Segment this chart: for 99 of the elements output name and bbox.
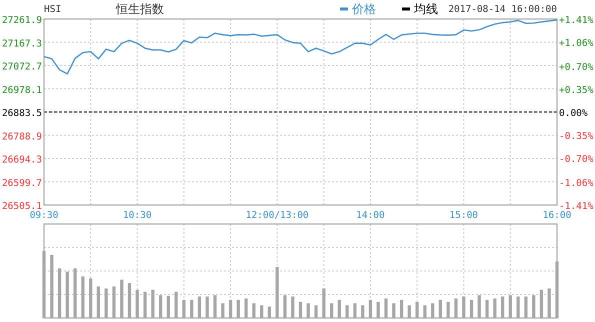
bar [548,288,551,318]
y2-tick-label: -0.70% [559,154,594,166]
legend-label: 均线 [413,2,438,16]
bar [276,266,279,318]
bar [415,302,419,318]
bar [128,283,132,318]
y-tick-label: 26788.9 [2,131,42,142]
bar [112,286,116,318]
x-tick-label: 14:00 [356,210,386,221]
bar [555,262,559,318]
bar [454,298,458,318]
bar [236,300,240,318]
y-tick-label: 26599.7 [2,178,42,189]
bar [58,268,62,318]
bar [190,300,194,318]
bar [368,300,372,318]
bar [361,305,364,318]
bar [166,296,170,318]
bar [174,292,178,318]
bar [291,296,294,318]
bar [182,300,186,318]
y2-tick-label: +0.35% [559,84,594,96]
chart-title: 恒生指数 [115,2,164,16]
y-tick-label: 27167.3 [2,38,42,50]
bar [298,302,302,318]
bar [462,296,466,318]
bar [96,286,100,318]
bar [392,303,396,318]
bar [400,300,404,318]
legend-label: 价格 [351,2,376,16]
bar [213,295,217,318]
line-series [43,19,558,74]
bar [438,300,442,318]
bar [330,303,334,318]
x-tick-label: 12:00/13:00 [246,210,309,221]
y2-tick-label: -0.35% [559,131,594,142]
bar [446,302,450,318]
bar [338,300,341,318]
bar [478,295,481,318]
legend-item: 价格 [340,2,376,16]
bar [244,298,248,318]
bar [500,296,504,318]
bar [81,276,84,318]
bar [104,288,108,318]
bar [151,290,154,318]
chart-subtitle: HSI [44,4,62,15]
y2-tick-label: -1.06% [559,178,594,189]
bar [376,302,380,318]
x-tick-label: 15:00 [449,210,478,221]
bar [508,295,512,318]
bar [540,290,544,318]
bar [206,296,209,318]
y2-tick-label: 0.00% [559,108,588,119]
bar [73,268,77,318]
bar [423,305,426,318]
bar [532,295,536,318]
x-tick-label: 10:30 [122,210,152,221]
bar [516,296,520,318]
y2-tick-label: +1.41% [559,15,594,26]
bar [136,290,139,318]
bar [228,300,232,318]
bar [283,295,287,318]
bar [493,298,496,318]
y2-tick-label: -1.41% [559,201,594,212]
bar [346,305,349,318]
bar [470,300,474,318]
y-tick-label: 26883.5 [2,108,42,119]
bar [384,298,388,318]
y-tick-label: 27261.9 [2,15,42,26]
bar [353,303,357,318]
bar [66,272,69,318]
bar [431,303,434,318]
bar [322,288,326,318]
y-tick-label: 27072.7 [2,62,42,72]
bar [198,296,202,318]
y2-tick-label: +0.70% [559,62,594,73]
bar [50,254,54,318]
bar [485,300,489,318]
x-tick-label: 09:30 [30,210,59,221]
y-tick-label: 26505.1 [2,201,42,212]
y-tick-label: 26978.1 [2,84,42,96]
legend-item: 均线 [402,2,438,16]
bar [120,280,124,318]
bar [143,292,147,318]
y-tick-label: 26694.3 [2,154,42,166]
bar [260,305,264,318]
bar [89,278,92,318]
bar [42,250,46,318]
bar [252,303,256,318]
bar [306,303,310,318]
bar [268,306,272,318]
text: 2017-08-14 16:00:00 [448,4,558,15]
x-tick-label: 16:00 [542,210,572,221]
bar [221,303,224,318]
y2-tick-label: +1.06% [559,38,594,50]
bar [408,305,411,318]
bar [158,295,162,318]
bar [524,296,528,318]
bar [314,305,318,318]
